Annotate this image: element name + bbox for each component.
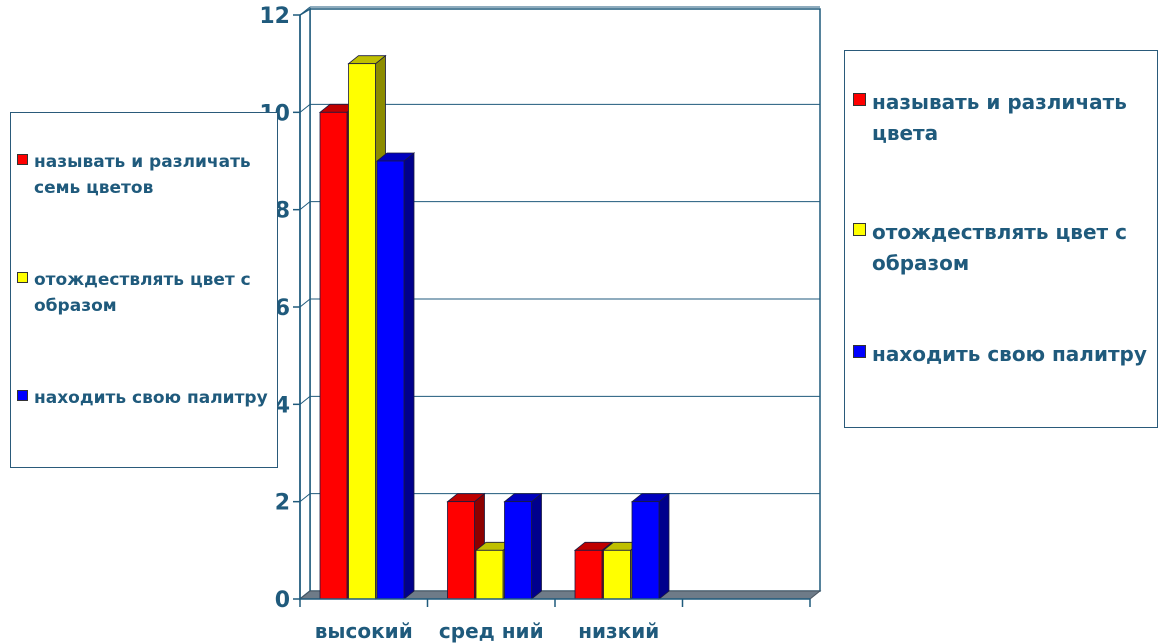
gridline-side — [299, 395, 311, 405]
legend-swatch-red — [17, 154, 28, 165]
legend-left: называть и различать семь цветов отождес… — [10, 112, 278, 468]
bar — [319, 111, 348, 600]
legend-left-item-2: отождествлять цвет с образом — [11, 267, 277, 319]
gridline-side — [299, 103, 311, 113]
legend-left-label-2: отождествлять цвет с образом — [34, 270, 251, 316]
y-tick-label: 0 — [275, 588, 290, 613]
x-axis: высокий сред ний низкий — [299, 598, 811, 643]
y-tick-label: 8 — [275, 199, 290, 224]
bar — [348, 63, 376, 600]
y-tick-label: 4 — [275, 393, 290, 418]
legend-right-item-1: называть и различать цвета — [845, 87, 1157, 149]
gridline-side — [299, 298, 311, 308]
legend-right-item-2: отождествлять цвет с образом — [845, 217, 1157, 279]
bar — [631, 501, 660, 600]
bar — [475, 549, 504, 600]
gridline-side — [299, 201, 311, 211]
y-tick-label: 2 — [275, 491, 290, 516]
legend-right-label-3: находить свою палитру — [872, 342, 1147, 366]
legend-right-label-1: называть и различать цвета — [872, 90, 1127, 145]
bars — [318, 54, 671, 600]
x-tick-label: сред ний — [439, 619, 544, 643]
bar-side — [658, 492, 670, 600]
legend-right-label-2: отождествлять цвет с образом — [872, 220, 1127, 275]
gridline-side — [299, 6, 311, 16]
bar — [574, 549, 603, 600]
legend-left-item-1: называть и различать семь цветов — [11, 149, 277, 201]
y-tick-label: 12 — [259, 4, 290, 29]
x-tick-label: высокий — [315, 619, 413, 643]
legend-swatch-red — [853, 93, 866, 106]
legend-right-item-3: находить свою палитру — [845, 339, 1147, 370]
legend-right: называть и различать цвета отождествлять… — [844, 50, 1158, 428]
legend-swatch-yellow — [853, 223, 866, 236]
legend-left-label-3: находить свою палитру — [34, 388, 268, 408]
legend-swatch-blue — [853, 345, 866, 358]
y-tick-label: 6 — [275, 296, 290, 321]
bar-side — [403, 152, 415, 600]
bar-side — [531, 492, 542, 600]
bar — [376, 160, 405, 600]
bar — [603, 549, 631, 600]
legend-swatch-yellow — [17, 272, 28, 283]
x-tick-label: низкий — [578, 619, 659, 643]
bar — [447, 501, 475, 600]
legend-left-item-3: находить свою палитру — [11, 385, 268, 411]
legend-left-label-1: называть и различать семь цветов — [34, 152, 251, 198]
bar — [504, 501, 532, 600]
side-wall — [299, 7, 311, 601]
legend-swatch-blue — [17, 390, 28, 401]
y-axis: 024681012 — [259, 4, 301, 613]
gridline-side — [299, 493, 311, 503]
